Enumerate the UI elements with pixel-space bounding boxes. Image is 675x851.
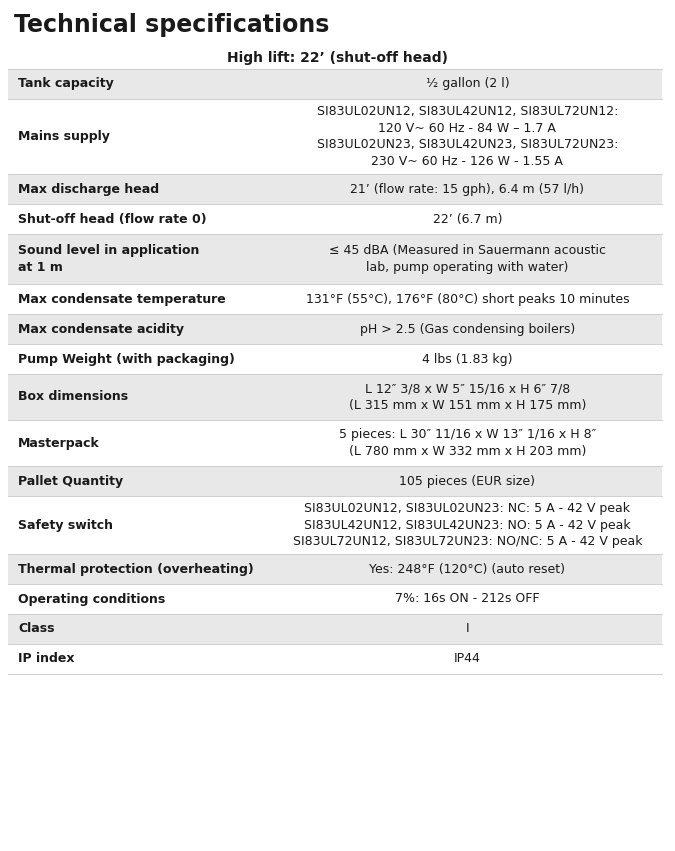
Bar [8, 554, 662, 584]
Text: Operating conditions: Operating conditions [18, 592, 165, 606]
Text: High lift: 22’ (shut-off head): High lift: 22’ (shut-off head) [227, 51, 448, 65]
Text: Safety switch: Safety switch [18, 518, 113, 532]
Bar [8, 234, 662, 284]
Bar [8, 374, 662, 420]
Bar [8, 99, 662, 174]
Text: Tank capacity: Tank capacity [18, 77, 114, 90]
Text: Max discharge head: Max discharge head [18, 182, 159, 196]
Bar [8, 314, 662, 344]
Text: IP44: IP44 [454, 653, 481, 665]
Text: pH > 2.5 (Gas condensing boilers): pH > 2.5 (Gas condensing boilers) [360, 323, 575, 335]
Text: Sound level in application
at 1 m: Sound level in application at 1 m [18, 244, 199, 274]
Text: 7%: 16s ON - 212s OFF: 7%: 16s ON - 212s OFF [395, 592, 540, 606]
Text: 4 lbs (1.83 kg): 4 lbs (1.83 kg) [422, 352, 513, 365]
Bar [8, 496, 662, 554]
Bar [8, 204, 662, 234]
Text: SI83UL02UN12, SI83UL42UN12, SI83UL72UN12:
120 V~ 60 Hz - 84 W – 1.7 A
SI83UL02UN: SI83UL02UN12, SI83UL42UN12, SI83UL72UN12… [317, 106, 618, 168]
Bar [8, 284, 662, 314]
Text: 105 pieces (EUR size): 105 pieces (EUR size) [400, 475, 535, 488]
Text: L 12″ 3/8 x W 5″ 15/16 x H 6″ 7/8
(L 315 mm x W 151 mm x H 175 mm): L 12″ 3/8 x W 5″ 15/16 x H 6″ 7/8 (L 315… [349, 382, 586, 412]
Text: Shut-off head (flow rate 0): Shut-off head (flow rate 0) [18, 213, 207, 226]
Text: Yes: 248°F (120°C) (auto reset): Yes: 248°F (120°C) (auto reset) [369, 563, 566, 575]
Text: Box dimensions: Box dimensions [18, 391, 128, 403]
Bar [8, 614, 662, 644]
Text: ½ gallon (2 l): ½ gallon (2 l) [426, 77, 509, 90]
Text: Max condensate acidity: Max condensate acidity [18, 323, 184, 335]
Text: Mains supply: Mains supply [18, 130, 110, 143]
Text: ≤ 45 dBA (Measured in Sauermann acoustic
lab, pump operating with water): ≤ 45 dBA (Measured in Sauermann acoustic… [329, 244, 606, 274]
Text: Masterpack: Masterpack [18, 437, 100, 449]
Bar [8, 344, 662, 374]
Text: 22’ (6.7 m): 22’ (6.7 m) [433, 213, 502, 226]
Text: Technical specifications: Technical specifications [14, 13, 329, 37]
Text: 21’ (flow rate: 15 gph), 6.4 m (57 l/h): 21’ (flow rate: 15 gph), 6.4 m (57 l/h) [350, 182, 585, 196]
Text: Max condensate temperature: Max condensate temperature [18, 293, 225, 306]
Text: 5 pieces: L 30″ 11/16 x W 13″ 1/16 x H 8″
(L 780 mm x W 332 mm x H 203 mm): 5 pieces: L 30″ 11/16 x W 13″ 1/16 x H 8… [339, 428, 596, 458]
Text: Class: Class [18, 622, 55, 636]
Bar [8, 584, 662, 614]
Text: SI83UL02UN12, SI83UL02UN23: NC: 5 A - 42 V peak
SI83UL42UN12, SI83UL42UN23: NO: : SI83UL02UN12, SI83UL02UN23: NC: 5 A - 42… [293, 502, 642, 548]
Bar [8, 69, 662, 99]
Text: Pallet Quantity: Pallet Quantity [18, 475, 123, 488]
Bar [8, 644, 662, 674]
Bar [8, 174, 662, 204]
Text: Pump Weight (with packaging): Pump Weight (with packaging) [18, 352, 235, 365]
Bar [8, 420, 662, 466]
Text: 131°F (55°C), 176°F (80°C) short peaks 10 minutes: 131°F (55°C), 176°F (80°C) short peaks 1… [306, 293, 629, 306]
Text: IP index: IP index [18, 653, 74, 665]
Text: I: I [466, 622, 469, 636]
Text: Thermal protection (overheating): Thermal protection (overheating) [18, 563, 254, 575]
Bar [8, 466, 662, 496]
